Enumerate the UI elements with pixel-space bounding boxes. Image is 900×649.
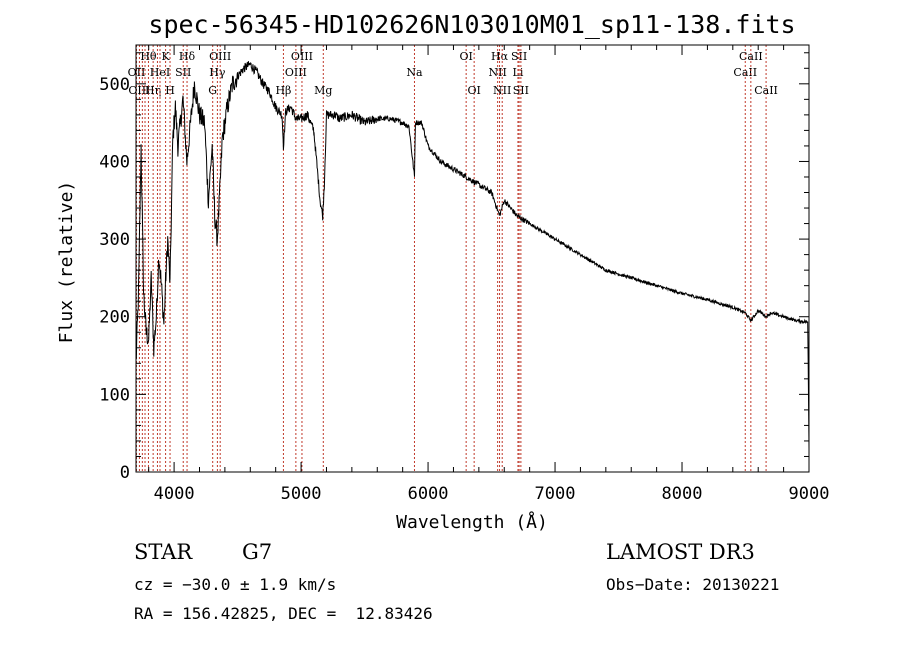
line-marker-label: OIII (291, 50, 313, 63)
line-marker-label: Hγ (209, 66, 226, 79)
y-tick-label: 100 (99, 385, 130, 405)
plot-frame (135, 44, 810, 473)
line-marker-label: CaII (754, 84, 778, 97)
x-tick-label: 8000 (662, 484, 703, 504)
line-marker-label: NII (493, 84, 511, 97)
line-marker-label: SII (513, 84, 529, 97)
redshift-cz: cz = −30.0 ± 1.9 km/s (134, 575, 337, 594)
x-tick-label: 5000 (281, 484, 322, 504)
y-tick-label: 300 (99, 230, 130, 250)
axis-ticks: 4000 5000 6000 7000 8000 9000 0 100 200 300 400 500 (99, 45, 829, 504)
line-marker-label: CaII (733, 66, 757, 79)
spectrum-line (135, 61, 810, 449)
line-marker-label: SII (511, 50, 527, 63)
line-marker-label: OII (128, 66, 146, 79)
survey-name: LAMOST DR3 (606, 540, 755, 564)
x-axis-label: Wavelength (Å) (396, 511, 548, 533)
line-marker-label: G (208, 84, 217, 97)
line-marker-label: Li (513, 66, 524, 79)
y-tick-label: 500 (99, 75, 130, 95)
line-marker-label: SII (175, 66, 191, 79)
object-subclass: G7 (242, 540, 273, 564)
spectrum-series (135, 61, 810, 449)
line-marker-label: HeI (150, 66, 170, 79)
line-marker-label: CaII (739, 50, 763, 63)
line-marker-label: NII (488, 66, 506, 79)
line-marker-label: OIII (209, 50, 231, 63)
y-tick-label: 400 (99, 152, 130, 172)
line-marker-label: Hα (491, 50, 509, 63)
line-marker-label: OIII (285, 66, 307, 79)
y-tick-label: 200 (99, 308, 130, 328)
x-tick-label: 4000 (154, 484, 195, 504)
line-marker-label: H (165, 84, 175, 97)
y-tick-label: 0 (120, 463, 130, 483)
line-marker-label: Hδ (179, 50, 196, 63)
chart-title: spec-56345-HD102626N103010M01_sp11-138.f… (148, 10, 795, 39)
spectral-line-markers: OIIOIIIHθHηHeIKHSIIHδGHγOIIIHβOIIIOIIIMg… (128, 45, 778, 472)
observation-date: Obs−Date: 20130221 (606, 575, 780, 594)
line-marker-label: Na (406, 66, 423, 79)
line-marker-label: OI (459, 50, 472, 63)
x-tick-label: 6000 (408, 484, 449, 504)
object-class: STAR (134, 540, 193, 564)
y-axis-label: Flux (relative) (56, 181, 77, 344)
line-marker-label: Hη (145, 84, 161, 97)
line-marker-label: K (161, 50, 170, 63)
x-tick-label: 7000 (535, 484, 576, 504)
x-tick-label: 9000 (789, 484, 830, 504)
line-marker-label: OI (467, 84, 480, 97)
line-marker-label: Mg (314, 84, 332, 97)
line-marker-label: Hθ (140, 50, 157, 63)
line-marker-label: Hβ (275, 84, 291, 97)
ra-dec-coordinates: RA = 156.42825, DEC = 12.83426 (134, 604, 433, 623)
